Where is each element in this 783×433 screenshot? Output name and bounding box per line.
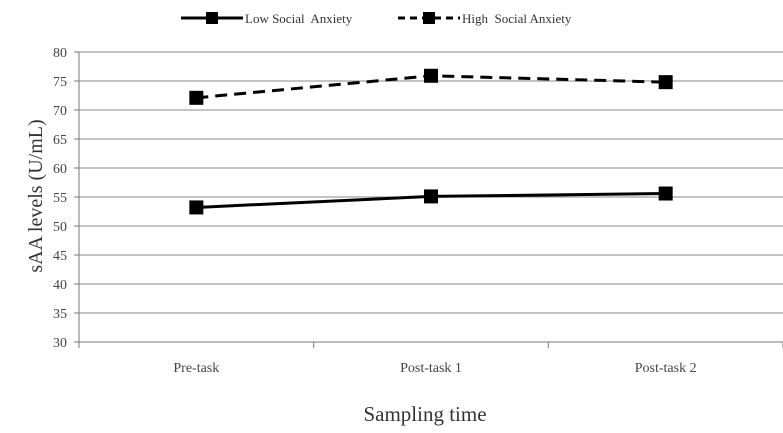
x-tick-labels: Pre-task Post-task 1 Post-task 2 [173, 361, 696, 376]
legend-label: Low Social Anxiety [245, 11, 353, 26]
y-tick-label: 65 [53, 133, 67, 148]
x-tick-label: Pre-task [173, 361, 219, 376]
data-point-marker [424, 68, 438, 83]
y-axis-title: sAA levels (U/mL) [25, 119, 47, 272]
x-tick-label: Post-task 2 [635, 361, 697, 376]
y-tick-label: 80 [53, 46, 67, 61]
y-tick-label: 45 [53, 249, 67, 264]
legend-item-2: High Social Anxiety [398, 11, 572, 26]
axes [74, 51, 783, 348]
y-tick-label: 30 [53, 336, 67, 351]
legend-label: High Social Anxiety [462, 11, 572, 26]
data-point-marker [189, 200, 204, 215]
series-group [189, 68, 673, 215]
x-tick-label: Post-task 1 [400, 361, 462, 376]
data-point-marker [189, 90, 204, 105]
legend: Low Social Anxiety High Social Anxiety [181, 11, 572, 26]
data-point-marker [424, 189, 438, 204]
gridlines [79, 51, 783, 314]
legend-marker [206, 12, 218, 24]
y-tick-label: 75 [53, 75, 67, 90]
y-tick-label: 50 [53, 220, 67, 235]
data-point-marker [658, 186, 673, 201]
series-1 [189, 186, 673, 215]
y-tick-label: 70 [53, 104, 67, 119]
y-tick-label: 60 [53, 162, 67, 177]
y-tick-labels: 30 35 40 45 50 55 60 65 70 75 80 [53, 46, 67, 351]
y-tick-label: 55 [53, 191, 67, 206]
y-tick-label: 40 [53, 278, 67, 293]
legend-item-1: Low Social Anxiety [181, 11, 353, 26]
data-point-marker [658, 75, 673, 90]
series-2 [189, 68, 673, 105]
y-tick-label: 35 [53, 307, 67, 322]
x-axis-title: Sampling time [363, 402, 486, 426]
legend-marker [423, 12, 435, 24]
